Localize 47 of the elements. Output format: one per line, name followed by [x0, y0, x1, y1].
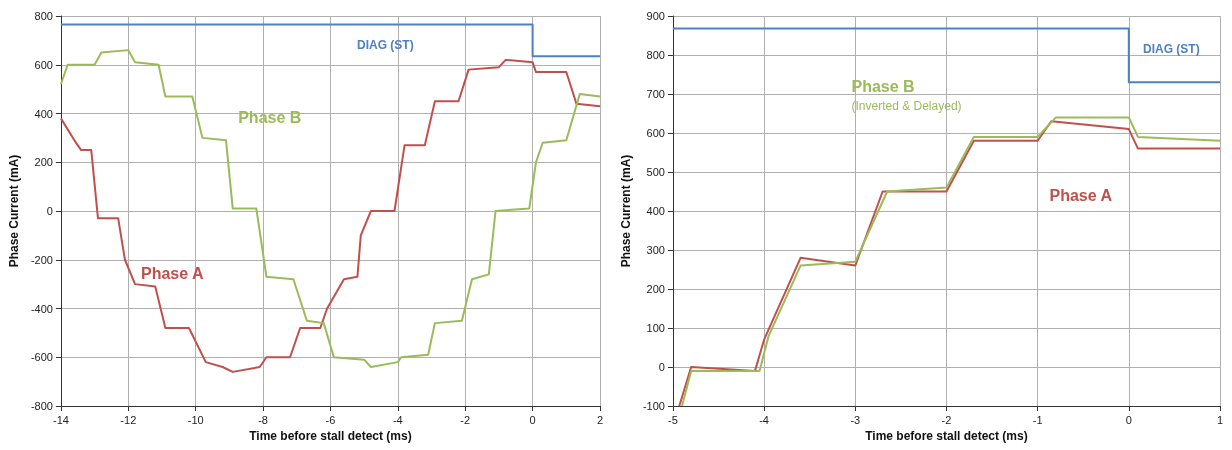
y-axis-title: Phase Current (mA) [7, 154, 21, 268]
annotation: (Inverted & Delayed) [851, 99, 962, 114]
x-tick-label: -10 [187, 413, 204, 426]
y-tick-label: 0 [658, 361, 665, 373]
y-tick-label: 200 [646, 283, 665, 295]
series-label: DIAG (ST) [357, 38, 414, 53]
series-label: Phase A [141, 265, 204, 283]
y-tick-label: -100 [642, 400, 665, 412]
x-tick-label: 1 [1216, 413, 1224, 426]
y-tick-label: 800 [646, 49, 665, 61]
y-tick-label: 300 [646, 244, 665, 256]
y-tick-label: 100 [646, 322, 665, 334]
x-axis-title: Time before stall detect (ms) [249, 429, 412, 443]
y-tick-label: 700 [646, 88, 665, 100]
y-tick-label: 0 [46, 205, 53, 217]
y-tick-label: 900 [646, 10, 665, 22]
x-tick-label: -5 [668, 413, 678, 426]
text: Phase B [851, 77, 915, 95]
y-tick-label: -800 [30, 400, 53, 412]
y-tick-label: -200 [30, 253, 53, 266]
x-tick-label: 2 [596, 413, 604, 426]
x-tick-label: -2 [460, 413, 471, 426]
x-tick-label: -2 [941, 413, 952, 426]
y-tick-label: 400 [646, 205, 665, 217]
y-tick-label: -600 [30, 351, 53, 364]
y-axis-title: Phase Current (mA) [619, 154, 633, 268]
x-tick-label: -6 [325, 413, 336, 426]
x-tick-label: -4 [392, 413, 403, 426]
x-tick-label: -1 [1032, 413, 1043, 426]
x-axis-title: Time before stall detect (ms) [865, 429, 1028, 443]
series-label: Phase B [238, 109, 302, 127]
x-tick-label: -4 [759, 413, 769, 426]
y-tick-label: 800 [34, 10, 53, 22]
y-tick-label: 400 [34, 107, 53, 120]
x-tick-label: -3 [850, 413, 861, 426]
series-label: DIAG (ST) [1143, 42, 1200, 57]
y-tick-label: 200 [34, 156, 53, 169]
x-tick-label: -8 [258, 413, 268, 426]
y-tick-label: -400 [30, 302, 53, 315]
y-tick-label: 600 [646, 127, 665, 139]
text: Phase A [1049, 187, 1113, 205]
y-tick-label: 600 [34, 58, 53, 71]
x-tick-label: -14 [52, 413, 69, 426]
x-tick-label: 0 [1125, 413, 1132, 426]
x-tick-label: -12 [120, 413, 137, 426]
x-tick-label: 0 [529, 413, 536, 426]
y-tick-label: 500 [646, 166, 665, 178]
